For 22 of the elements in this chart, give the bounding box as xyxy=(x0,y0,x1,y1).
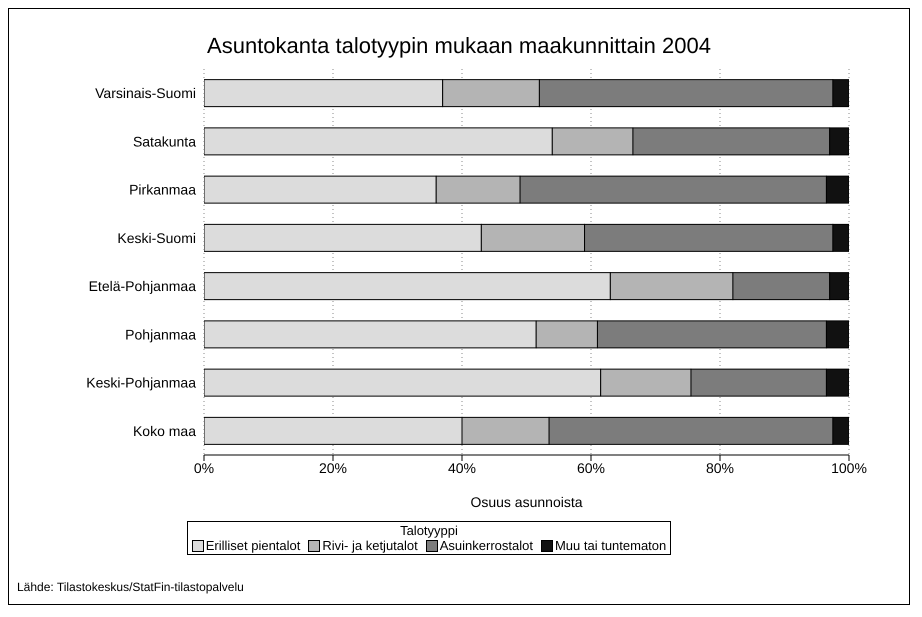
y-tick-label: Pohjanmaa xyxy=(125,326,196,342)
x-tick-label: 80% xyxy=(706,460,734,476)
x-tick-label: 40% xyxy=(448,460,476,476)
legend-label: Rivi- ja ketjutalot xyxy=(321,538,418,553)
y-tick-label: Etelä-Pohjanmaa xyxy=(88,278,196,294)
legend-title: Talotyyppi xyxy=(399,523,459,538)
y-tick-label: Keski-Pohjanmaa xyxy=(86,374,196,391)
x-tick-label: 60% xyxy=(576,460,606,476)
chart-title: Asuntokanta talotyypin mukaan maakunnittain 2004 xyxy=(206,33,712,59)
x-tick-label: 20% xyxy=(318,460,348,476)
y-tick-label: Pirkanmaa xyxy=(129,182,196,198)
x-tick-label: 0% xyxy=(194,460,214,476)
y-tick-label: Koko maa xyxy=(132,422,196,439)
x-axis-title: Osuus asunnoista xyxy=(470,494,583,510)
text: Lähde: Tilastokeskus/StatFin-tilastopalvelu xyxy=(17,580,244,594)
y-tick-label: Varsinais-Suomi xyxy=(95,85,196,102)
legend-label: Erilliset pientalot xyxy=(204,538,300,553)
legend-label: Asuinkerrostalot xyxy=(438,538,533,553)
legend-label: Muu tai tuntematon xyxy=(554,538,666,553)
x-tick-label: 100% xyxy=(831,460,867,476)
y-tick-label: Satakunta xyxy=(132,133,196,150)
y-tick-label: Keski-Suomi xyxy=(117,230,196,246)
